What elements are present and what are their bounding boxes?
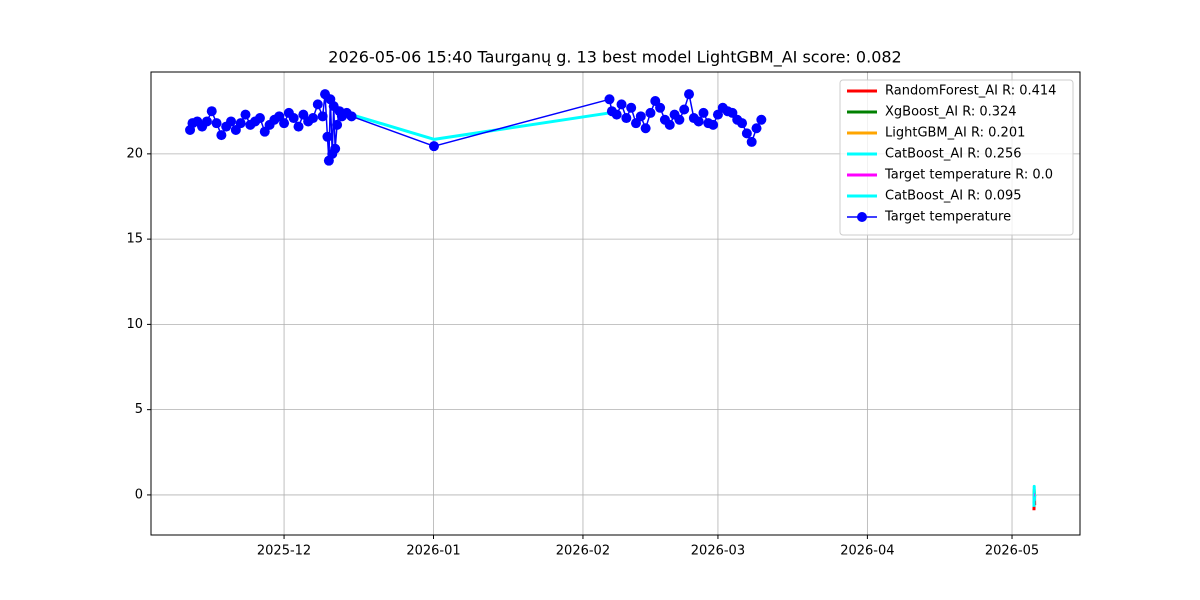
marker (307, 113, 318, 124)
x-tick-label: 2026-05 (985, 544, 1039, 559)
y-tick-label: 5 (135, 402, 143, 417)
x-tick-label: 2026-04 (840, 544, 894, 559)
marker (206, 106, 217, 117)
marker (428, 141, 439, 152)
marker (604, 94, 615, 105)
marker (332, 119, 343, 130)
marker (288, 113, 299, 124)
x-tick-label: 2026-01 (406, 544, 460, 559)
marker (684, 89, 695, 100)
marker (254, 113, 265, 124)
x-tick-label: 2026-02 (556, 544, 610, 559)
marker (235, 118, 246, 129)
marker (322, 131, 333, 142)
legend-label: CatBoost_AI R: 0.256 (885, 147, 1022, 162)
marker (317, 111, 328, 122)
legend-label: Target temperature (884, 210, 1011, 225)
marker (611, 109, 622, 120)
marker (674, 114, 685, 125)
marker (737, 118, 748, 129)
marker (741, 128, 752, 139)
legend-label: RandomForest_AI R: 0.414 (885, 84, 1056, 99)
y-tick-label: 0 (135, 487, 143, 502)
y-tick-label: 10 (126, 317, 143, 332)
marker (645, 107, 656, 118)
marker (655, 102, 666, 113)
axes-frame (150, 71, 1081, 536)
y-tick-label: 15 (126, 232, 143, 247)
x-tick-label: 2026-03 (691, 544, 745, 559)
marker (346, 111, 357, 122)
marker (756, 114, 767, 125)
series-line (1032, 484, 1037, 507)
marker (330, 143, 341, 154)
series-line (351, 111, 610, 141)
legend-label: XgBoost_AI R: 0.324 (885, 105, 1017, 120)
legend-label: Target temperature R: 0.0 (884, 168, 1053, 183)
chart-title: 2026-05-06 15:40 Taurganų g. 13 best mod… (328, 48, 901, 68)
marker (312, 99, 323, 110)
marker (616, 99, 627, 110)
marker (751, 123, 762, 134)
marker (708, 119, 719, 130)
y-tick-label: 20 (126, 146, 143, 161)
marker (226, 116, 237, 127)
marker (640, 123, 651, 134)
marker (698, 107, 709, 118)
marker (664, 119, 675, 130)
marker (279, 118, 290, 129)
legend-label: LightGBM_AI R: 0.201 (885, 126, 1025, 141)
marker (293, 121, 304, 132)
legend-label: CatBoost_AI R: 0.095 (885, 189, 1022, 204)
marker (626, 102, 637, 113)
marker (679, 104, 690, 115)
legend-marker (857, 212, 867, 222)
marker (621, 113, 632, 124)
marker (216, 130, 227, 141)
marker (635, 111, 646, 122)
marker (746, 136, 757, 147)
marker (201, 116, 212, 127)
marker (211, 118, 222, 129)
x-tick-label: 2025-12 (257, 544, 311, 559)
marker (693, 116, 704, 127)
marker (240, 109, 251, 120)
legend-box (839, 79, 1074, 236)
